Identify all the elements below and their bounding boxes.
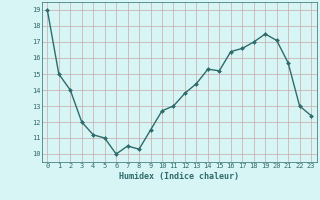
- X-axis label: Humidex (Indice chaleur): Humidex (Indice chaleur): [119, 172, 239, 181]
